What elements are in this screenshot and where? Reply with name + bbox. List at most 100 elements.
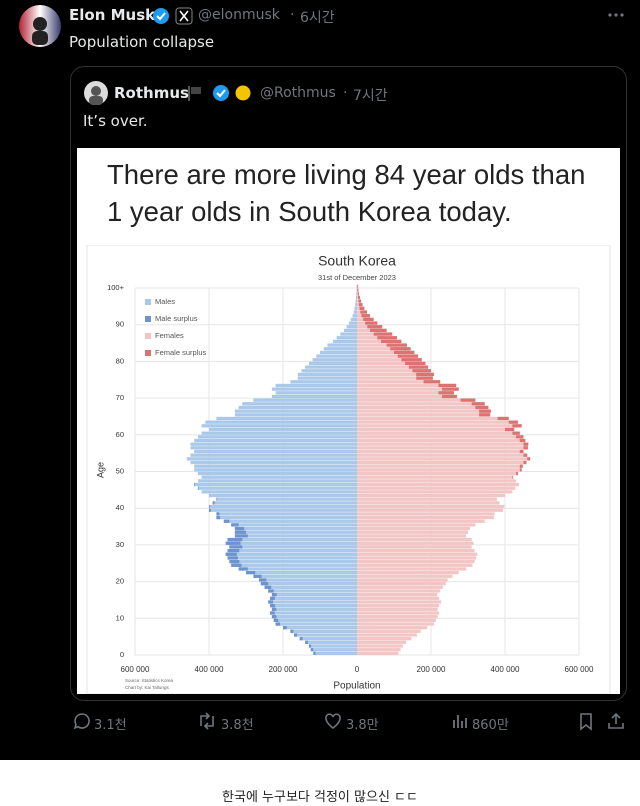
bookmark-icon[interactable] [576,711,596,731]
male-bar [290,629,357,633]
male-surplus-bar [212,501,215,505]
female-bar [357,394,457,399]
male-surplus-bar [273,618,279,622]
views-icon[interactable] [450,711,470,731]
female-bar [357,405,489,410]
female-bar [357,651,399,655]
female-surplus-bar [359,306,365,311]
quote-image[interactable]: There are more living 84 year olds than … [77,148,620,694]
male-bar [270,611,357,615]
male-bar [227,548,357,553]
male-bar [190,446,357,450]
female-bar [357,622,434,626]
female-surplus-bar [523,453,528,457]
male-bar [194,449,357,454]
male-bar [294,633,357,637]
view-count[interactable]: 860만 [472,718,509,733]
male-surplus-bar [229,545,243,549]
x-tick-label: 400 000 [491,665,520,674]
author-name[interactable]: Elon Musk [69,6,156,24]
like-count[interactable]: 3.8만 [346,718,379,733]
caption: 한국에 누구보다 걱정이 많으신 ㄷㄷ [222,790,418,805]
male-bar [197,471,357,476]
y-axis-label: Age [95,462,105,478]
more-button[interactable] [606,8,626,22]
repost-icon[interactable] [196,711,218,731]
female-surplus-bar [367,325,383,329]
x-tick-label: 0 [355,665,360,674]
female-bar [357,482,520,487]
female-surplus-bar [523,446,528,450]
male-surplus-bar [271,593,277,597]
handle[interactable]: @elonmusk [198,7,280,23]
female-surplus-bar [512,475,514,479]
female-bar [357,361,426,366]
reply-icon[interactable] [72,711,92,731]
legend-swatch [145,350,151,356]
male-bar [190,460,357,465]
female-bar [357,567,467,571]
male-surplus-bar [260,582,269,586]
legend-swatch [145,299,151,305]
quote-time[interactable]: 7시간 [353,88,388,104]
quote-badges [188,85,251,101]
male-bar [234,530,357,534]
male-bar [209,508,357,512]
male-bar [308,361,357,366]
time[interactable]: 6시간 [300,10,335,26]
male-surplus-bar [225,552,237,556]
female-bar [357,515,494,520]
male-surplus-bar [270,596,275,600]
male-bar [227,556,357,560]
male-bar [350,317,357,322]
female-bar [357,358,422,362]
male-bar [275,622,357,626]
male-bar [354,306,357,311]
female-surplus-bar [416,372,434,377]
female-bar [357,578,448,582]
y-tick-label: 100+ [107,283,125,292]
male-bar [201,475,357,479]
male-surplus-bar [264,585,272,589]
male-bar [323,347,357,351]
female-bar [357,347,411,351]
male-bar [290,380,357,384]
y-tick-label: 80 [116,356,124,365]
male-bar [275,391,357,395]
male-surplus-bar [216,497,218,501]
female-surplus-bar [397,354,419,358]
female-surplus-bar [416,376,433,380]
male-bar [231,563,357,567]
quote-card[interactable] [70,66,627,701]
quote-avatar[interactable] [84,81,108,105]
female-surplus-bar [438,391,454,395]
female-bar [357,607,438,611]
repost-count[interactable]: 3.8천 [221,718,254,733]
male-surplus-bar [268,589,274,593]
y-tick-label: 30 [116,540,124,549]
female-bar [357,457,531,461]
male-bar [201,490,357,494]
male-bar [201,424,357,428]
quote-handle[interactable]: @Rothmus [260,85,336,101]
female-bar [357,585,443,589]
reply-count[interactable]: 3.1천 [94,718,127,733]
male-bar [355,299,357,303]
female-surplus-bar [505,427,515,432]
quote-author[interactable]: Rothmus [114,84,189,102]
male-bar [209,504,357,509]
female-surplus-bar [361,314,370,318]
male-bar [352,314,357,318]
male-bar [320,350,357,355]
female-surplus-bar [471,402,485,406]
female-bar [357,438,526,443]
female-surplus-bar [363,317,374,322]
avatar[interactable] [18,4,62,48]
female-bar [357,460,527,465]
share-icon[interactable] [606,711,626,731]
like-icon[interactable] [323,711,343,731]
female-bar [357,640,407,644]
male-bar [216,497,357,501]
female-bar [357,559,475,564]
male-surplus-bar [216,515,221,520]
